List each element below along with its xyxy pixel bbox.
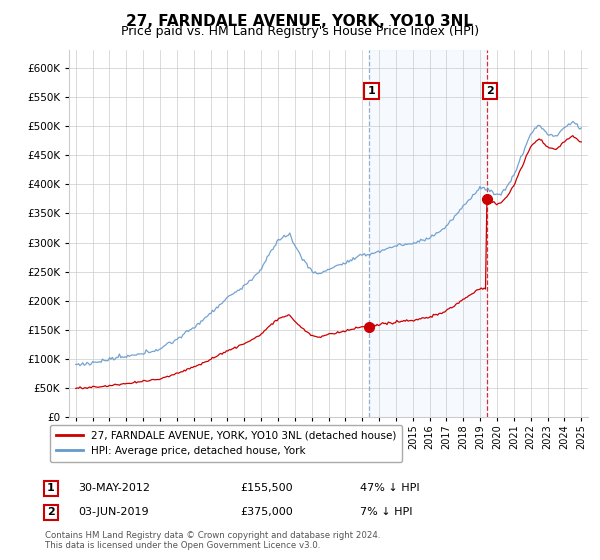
- Text: £375,000: £375,000: [240, 507, 293, 517]
- Text: 30-MAY-2012: 30-MAY-2012: [78, 483, 150, 493]
- Text: 2: 2: [47, 507, 55, 517]
- Text: £155,500: £155,500: [240, 483, 293, 493]
- Text: 47% ↓ HPI: 47% ↓ HPI: [360, 483, 419, 493]
- Text: Price paid vs. HM Land Registry's House Price Index (HPI): Price paid vs. HM Land Registry's House …: [121, 25, 479, 38]
- Text: 7% ↓ HPI: 7% ↓ HPI: [360, 507, 413, 517]
- Text: 27, FARNDALE AVENUE, YORK, YO10 3NL: 27, FARNDALE AVENUE, YORK, YO10 3NL: [127, 14, 473, 29]
- Bar: [369, 50, 487, 417]
- Text: 1: 1: [368, 86, 376, 96]
- Text: 1: 1: [47, 483, 55, 493]
- Text: 2: 2: [486, 86, 494, 96]
- Legend: 27, FARNDALE AVENUE, YORK, YO10 3NL (detached house), HPI: Average price, detach: 27, FARNDALE AVENUE, YORK, YO10 3NL (det…: [50, 424, 403, 463]
- Text: Contains HM Land Registry data © Crown copyright and database right 2024.
This d: Contains HM Land Registry data © Crown c…: [45, 530, 380, 550]
- Text: 03-JUN-2019: 03-JUN-2019: [78, 507, 149, 517]
